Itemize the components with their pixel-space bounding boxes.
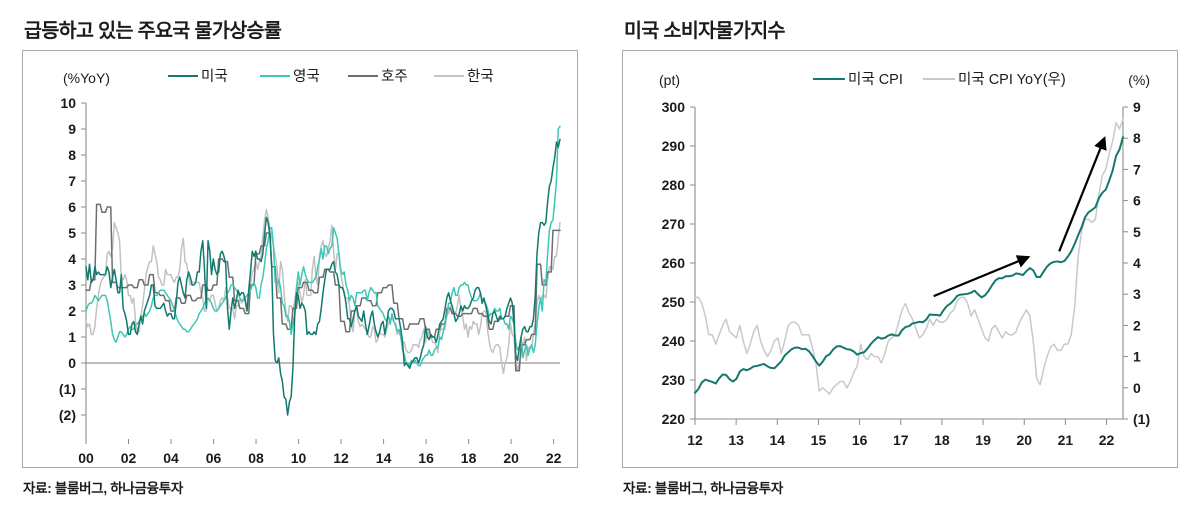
x-tick-label-0: 12 (687, 432, 703, 448)
steep-uptrend-arrow (1058, 136, 1107, 252)
x-tick-label-2: 04 (163, 450, 179, 466)
yr-tick-label-7: 2 (1133, 317, 1141, 333)
series-line-한국 (85, 208, 561, 375)
y-tick-label-11: (1) (59, 381, 76, 397)
yr-tick-label-2: 7 (1133, 161, 1141, 177)
x-tick-label-4: 16 (852, 432, 868, 448)
y-tick-label-1: 9 (68, 121, 76, 137)
left-panel-title: 급등하고 있는 주요국 물가상승률 (24, 20, 282, 42)
x-tick-label-5: 17 (893, 432, 909, 448)
legend-label-2: 호주 (381, 69, 408, 85)
series-line-미국 CPI (694, 136, 1124, 394)
x-tick-label-3: 15 (811, 432, 827, 448)
series-line-미국 CPI YoY(우) (694, 118, 1124, 395)
y-tick-label-7: 3 (68, 277, 76, 293)
y-tick-label-8: 2 (68, 303, 76, 319)
yr-tick-label-0: 9 (1133, 99, 1141, 115)
legend-label-0: 미국 (201, 68, 228, 85)
x-tick-label-6: 12 (333, 450, 349, 466)
legend-label-1: 미국 CPI YoY(우) (958, 71, 1066, 88)
yr-tick-label-5: 4 (1133, 255, 1141, 271)
yl-tick-label-3: 270 (662, 216, 686, 232)
series-line-호주 (85, 203, 561, 372)
right-source-note: 자료: 블룸버그, 하나금융투자 (623, 481, 783, 496)
shallow-uptrend-arrow (933, 255, 1031, 298)
x-tick-label-9: 18 (461, 450, 477, 466)
y-tick-label-9: 1 (68, 329, 76, 345)
right-chart-panel: 미국 소비자물가지수 (pt) (%) 미국 CPI 미국 CPI YoY(우) 300… (600, 0, 1200, 517)
series-line-미국 (85, 138, 561, 416)
right-chart-svg: (pt) (%)미국 CPI 미국 CPI YoY(우)30029028027026… (659, 71, 1150, 448)
x-tick-label-2: 14 (770, 432, 786, 448)
yl-tick-label-6: 240 (662, 333, 686, 349)
yl-tick-label-7: 230 (662, 372, 686, 388)
y-tick-label-10: 0 (68, 355, 76, 371)
yr-tick-label-10: (1) (1133, 411, 1150, 427)
yl-tick-label-8: 220 (662, 411, 686, 427)
x-tick-label-8: 20 (1016, 432, 1032, 448)
left-source-note: 자료: 블룸버그, 하나금융투자 (23, 481, 183, 496)
x-tick-label-1: 13 (728, 432, 744, 448)
yr-tick-label-4: 5 (1133, 224, 1141, 240)
x-tick-label-0: 00 (78, 450, 94, 466)
right-panel-title: 미국 소비자물가지수 (624, 20, 785, 42)
legend-label-1: 영국 (293, 68, 320, 85)
y-tick-label-5: 5 (68, 225, 76, 241)
y-tick-label-6: 4 (68, 251, 76, 267)
right-unit-label-right: (%) (1128, 72, 1150, 88)
yl-tick-label-0: 300 (662, 99, 686, 115)
yr-tick-label-3: 6 (1133, 193, 1141, 209)
yl-tick-label-2: 280 (662, 177, 686, 193)
left-chart-panel: 급등하고 있는 주요국 물가상승률 (%YoY) 미국 영국 호주 한국 10 9 8 7 6 5 4… (22, 20, 578, 496)
left-chart-frame: (%YoY) 미국 영국 호주 한국 10 9 8 7 6 5 4 3 2 1 0 (1) (2) 00 02 04 06… (22, 50, 578, 468)
x-tick-label-1: 02 (121, 450, 137, 466)
yr-tick-label-1: 8 (1133, 130, 1141, 146)
yl-tick-label-5: 250 (662, 294, 686, 310)
left-unit-label: (%YoY) (63, 70, 110, 86)
right-unit-label-left: (pt) (659, 72, 680, 88)
x-tick-label-7: 14 (376, 450, 392, 466)
yl-tick-label-1: 290 (662, 138, 686, 154)
x-tick-label-10: 22 (1099, 432, 1115, 448)
yr-tick-label-9: 0 (1133, 380, 1141, 396)
yr-tick-label-8: 1 (1133, 349, 1141, 365)
y-tick-label-2: 8 (68, 147, 76, 163)
x-tick-label-5: 10 (291, 450, 307, 466)
y-tick-label-3: 7 (68, 173, 76, 189)
x-tick-label-3: 06 (206, 450, 222, 466)
y-tick-label-4: 6 (68, 199, 76, 215)
x-tick-label-8: 16 (418, 450, 434, 466)
x-tick-label-10: 20 (503, 450, 519, 466)
x-tick-label-6: 18 (934, 432, 950, 448)
y-tick-label-12: (2) (59, 407, 76, 423)
x-tick-label-4: 08 (248, 450, 264, 466)
yr-tick-label-6: 3 (1133, 286, 1141, 302)
x-tick-label-11: 22 (546, 450, 562, 466)
y-tick-label-0: 10 (60, 95, 76, 111)
yl-tick-label-4: 260 (662, 255, 686, 271)
legend-label-3: 한국 (467, 68, 494, 85)
x-tick-label-9: 21 (1058, 432, 1074, 448)
right-chart-frame: (pt) (%) 미국 CPI 미국 CPI YoY(우) 300 290 280 270 26… (622, 50, 1178, 468)
x-tick-label-7: 19 (975, 432, 991, 448)
legend-label-0: 미국 CPI (848, 71, 903, 88)
